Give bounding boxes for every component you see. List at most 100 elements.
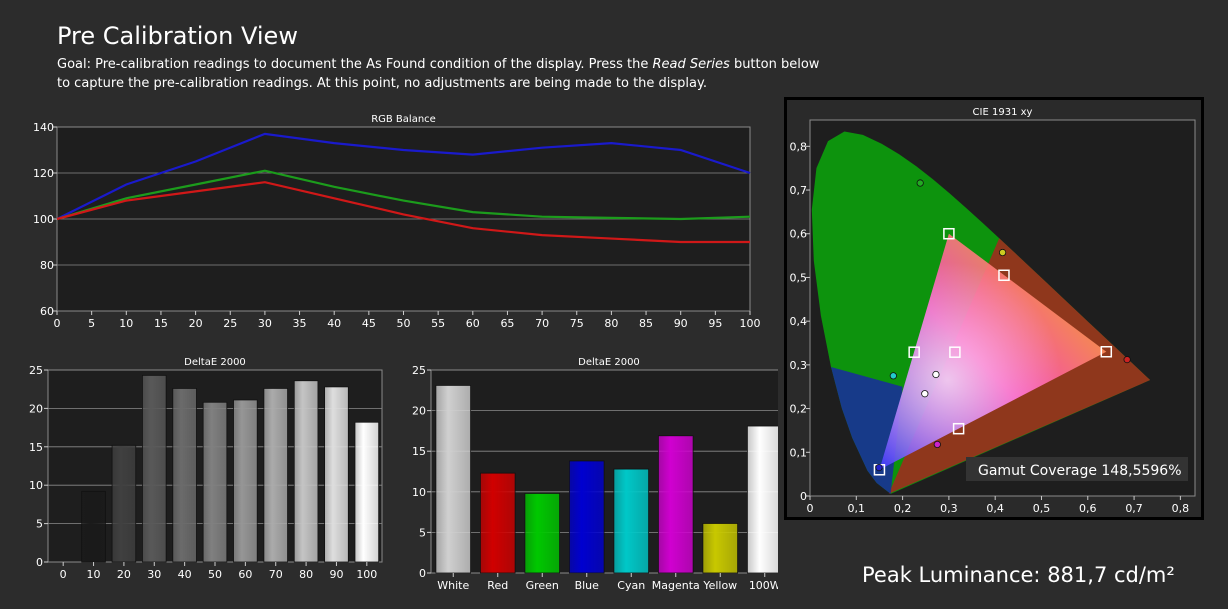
y-tick-label: 60	[40, 305, 54, 318]
x-tick-label: 0	[60, 568, 67, 581]
rgb-balance-chart: RGB Balance 60 80 100 120 140 0 5 10 15 20 25 30 35 40…	[33, 114, 761, 330]
y-tick-label: 0	[800, 490, 807, 503]
y-tick-label: 0,1	[790, 446, 808, 459]
x-tick-label: White	[437, 579, 469, 592]
measured-point	[933, 440, 941, 449]
x-tick-label: 40	[178, 568, 192, 581]
target-marker	[998, 269, 1010, 282]
bar	[202, 401, 228, 563]
page-title: Pre Calibration View	[57, 22, 298, 50]
y-tick-label: 80	[40, 259, 54, 272]
x-tick-label: 0,2	[894, 502, 912, 515]
measured-point	[1123, 356, 1131, 364]
y-tick-label: 140	[33, 121, 54, 134]
x-tick-label: 0	[807, 502, 814, 515]
measured-point	[889, 372, 897, 380]
y-tick-label: 15	[29, 441, 43, 454]
bar	[524, 493, 561, 574]
bar	[172, 388, 197, 563]
bar	[81, 490, 106, 563]
x-tick-label: 0,8	[1172, 502, 1190, 515]
target-marker	[908, 346, 920, 358]
bar	[746, 425, 778, 574]
measured-point	[932, 370, 940, 379]
grayscale-deltae-chart: DeltaE 2000 0 5 10 15 20 25 0 10 20 30 40 50 60 70 80 90…	[29, 357, 383, 581]
bar	[293, 380, 319, 563]
bar	[111, 444, 137, 563]
series-line-1	[56, 169, 751, 221]
y-tick-label: 20	[412, 405, 426, 418]
x-tick-label: 100	[356, 568, 377, 581]
x-tick-label: Green	[526, 579, 559, 592]
x-tick-label: 0,1	[848, 502, 866, 515]
y-tick-label: 0	[419, 567, 426, 580]
x-tick-label: 80	[604, 317, 618, 330]
x-tick-label: 60	[466, 317, 480, 330]
x-tick-label: 50	[397, 317, 411, 330]
x-tick-label: 0,3	[940, 502, 958, 515]
x-tick-label: 10	[119, 317, 133, 330]
y-tick-label: 120	[33, 167, 54, 180]
x-tick-label: 80	[299, 568, 313, 581]
x-tick-label: Red	[487, 579, 508, 592]
x-tick-label: 75	[570, 317, 584, 330]
bar	[613, 468, 650, 574]
y-tick-label: 0,3	[790, 359, 808, 372]
white-point-glow	[879, 233, 1107, 470]
x-tick-label: 25	[223, 317, 237, 330]
y-tick-label: 25	[29, 364, 43, 377]
y-tick-label: 25	[412, 364, 426, 377]
x-tick-label: 35	[293, 317, 307, 330]
y-tick-label: 0	[36, 556, 43, 569]
x-tick-label: Magenta	[652, 579, 700, 592]
y-tick-label: 100	[33, 213, 54, 226]
x-tick-label: 5	[88, 317, 95, 330]
goal-prefix: Goal: Pre-calibration readings to docume…	[57, 57, 653, 72]
x-tick-label: 60	[238, 568, 252, 581]
target-marker	[952, 422, 965, 435]
goal-text: Goal: Pre-calibration readings to docume…	[57, 55, 827, 93]
y-tick-label: 0,6	[790, 228, 808, 241]
y-tick-label: 0,8	[790, 140, 808, 153]
y-tick-label: 0,7	[790, 184, 808, 197]
measured-point	[998, 248, 1007, 257]
bar	[479, 472, 516, 574]
bar	[657, 435, 694, 574]
x-tick-label: Cyan	[617, 579, 645, 592]
peak-luminance-label: Peak Luminance:	[862, 563, 1041, 587]
x-tick-label: 85	[639, 317, 653, 330]
x-tick-label: 55	[431, 317, 445, 330]
bar	[568, 460, 605, 574]
x-tick-label: 70	[269, 568, 283, 581]
y-tick-label: 10	[29, 479, 43, 492]
target-marker	[1100, 346, 1113, 358]
x-tick-label: 0,5	[1033, 502, 1051, 515]
x-tick-label: 50	[208, 568, 222, 581]
bar	[142, 374, 167, 563]
x-tick-label: Yellow	[702, 579, 737, 592]
measured-point	[921, 390, 929, 398]
color-deltae-chart: DeltaE 2000 0 5 10 15 20 25 White Red Green Blue Cy…	[412, 357, 778, 592]
cie-1931-chart: CIE 1931 xy 0 0,1 0,2 0,3 0,4 0,5 0,6 0,7 0,8 0 0,1…	[784, 97, 1204, 520]
y-tick-label: 0,4	[790, 315, 808, 328]
x-tick-label: 0,6	[1079, 502, 1097, 515]
x-tick-label: Blue	[575, 579, 600, 592]
goal-suffix: button below to capture the pre-calibrat…	[57, 57, 820, 91]
y-tick-label: 5	[419, 526, 426, 539]
x-tick-label: 65	[500, 317, 514, 330]
y-tick-label: 0,2	[790, 403, 808, 416]
series-line-0	[56, 132, 751, 220]
x-tick-label: 0	[54, 317, 61, 330]
x-tick-label: 15	[154, 317, 168, 330]
x-tick-label: 20	[117, 568, 131, 581]
chart-title: DeltaE 2000	[184, 357, 246, 368]
x-tick-label: 20	[189, 317, 203, 330]
goal-emphasis: Read Series	[652, 57, 730, 72]
annotation-box	[966, 457, 1188, 481]
y-tick-label: 15	[412, 445, 426, 458]
chart-title: RGB Balance	[371, 114, 436, 125]
y-tick-label: 20	[29, 402, 43, 415]
bar	[263, 388, 288, 563]
x-tick-label: 10	[87, 568, 101, 581]
peak-luminance-value: 881,7 cd/m²	[1047, 563, 1175, 587]
